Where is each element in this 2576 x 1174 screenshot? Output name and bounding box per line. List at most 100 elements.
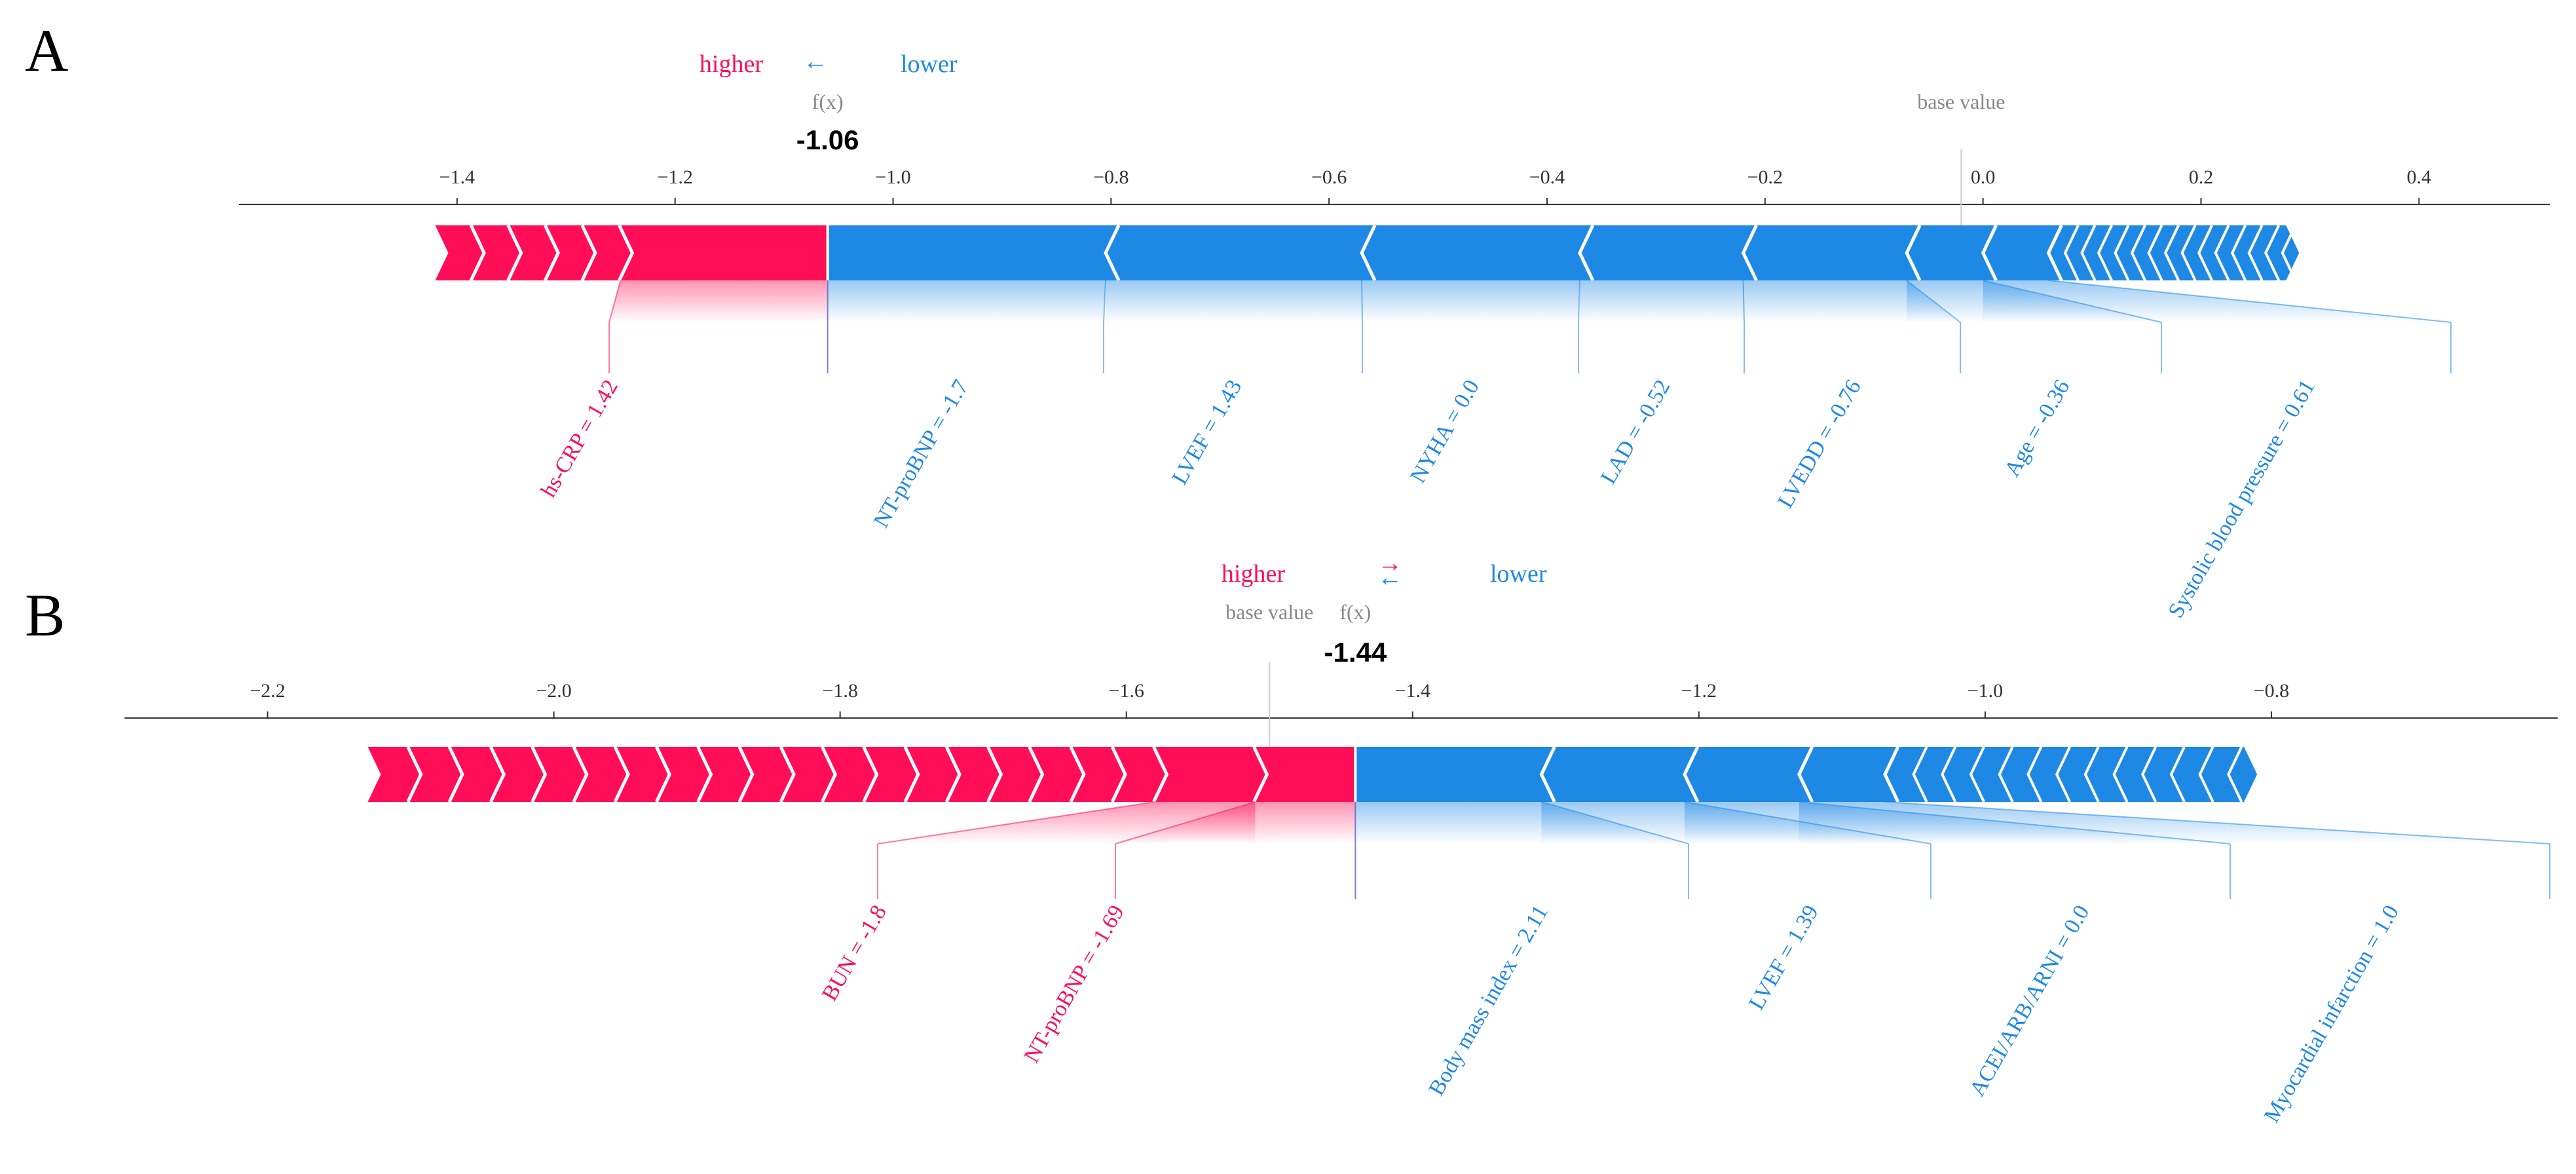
x-tick-label: −0.8 [1093, 166, 1129, 188]
negative-chevron [1998, 746, 2014, 803]
positive-chevron [696, 746, 713, 803]
negative-chevron [2214, 225, 2230, 281]
x-tick-label: −1.4 [1395, 680, 1430, 702]
positive-chevron [655, 746, 672, 803]
fx-value: -1.44 [1324, 637, 1387, 668]
negative-chevron [2169, 746, 2186, 803]
positive-chevron [821, 746, 838, 803]
positive-chevron [779, 746, 796, 803]
negative-chevron [2046, 224, 2063, 282]
negative-chevron [2147, 225, 2163, 281]
positive-feature-fan [609, 280, 828, 322]
negative-chevron [2247, 225, 2264, 281]
negative-chevron [2197, 225, 2213, 281]
force-plot-panel-a: A −1.4 −1.2 −1.0 −0.8 −0.6 −0.4 −0.2 0.0 0.2 0.4 hi… [25, 17, 2550, 622]
legend-arrow-left-icon: ← [803, 48, 828, 75]
x-tick-label: −1.4 [439, 166, 475, 188]
negative-chevron [2163, 225, 2180, 281]
negative-chevron [2141, 746, 2157, 803]
negative-leader [1578, 280, 1580, 323]
positive-bar [367, 747, 1356, 802]
base-value-label: base value [1225, 600, 1313, 624]
positive-chevron [944, 746, 961, 803]
negative-chevron [1578, 224, 1595, 282]
feature-label-systolic-blood-pressure-0-61: Systolic blood pressure = 0.61 [2163, 376, 2320, 622]
negative-chevron [2097, 225, 2113, 281]
legend-higher: higher [700, 50, 763, 78]
positive-chevron [469, 224, 486, 282]
positive-chevron [447, 746, 464, 803]
negative-chevron [2180, 225, 2197, 281]
feature-label-age-0-36: Age = -0.36 [2000, 376, 2075, 481]
negative-chevron [2114, 225, 2130, 281]
negative-chevron [1905, 224, 1922, 282]
negative-chevron [2281, 225, 2297, 281]
x-tick-label: 0.2 [2189, 166, 2214, 188]
negative-chevron [1104, 224, 1121, 282]
negative-chevron [1797, 746, 1814, 803]
positive-chevron [618, 224, 635, 282]
negative-chevron [2083, 746, 2100, 803]
feature-label-nt-probnp-1-7: NT-proBNP = -1.7 [869, 376, 973, 532]
x-tick-label: −1.0 [875, 166, 910, 188]
legend-arrow-right-icon: → [1377, 550, 1402, 577]
positive-feature-fan [878, 802, 1256, 844]
x-tick-label: −1.0 [1968, 680, 2003, 702]
feature-label-bun-1-8: BUN = -1.8 [817, 901, 891, 1006]
positive-chevron [613, 746, 630, 803]
feature-label-nt-probnp-1-69: NT-proBNP = -1.69 [1020, 901, 1129, 1067]
negative-chevron [2227, 746, 2243, 803]
x-tick-label: 0.0 [1971, 166, 1996, 188]
positive-chevron [903, 746, 920, 803]
positive-chevron [580, 224, 597, 282]
negative-feature-fan [1743, 280, 1960, 322]
x-tick-label: −0.2 [1747, 166, 1783, 188]
negative-chevron [1941, 746, 1957, 803]
positive-chevron [489, 746, 506, 803]
fx-value: -1.06 [796, 124, 859, 155]
feature-label-body-mass-index-2-11: Body mass index = 2.11 [1425, 901, 1553, 1100]
negative-chevron [1981, 224, 1998, 282]
positive-chevron [1069, 746, 1086, 803]
negative-chevron [1912, 746, 1928, 803]
positive-leader [877, 801, 1155, 844]
negative-bar [827, 225, 2300, 280]
base-value-label: base value [1917, 90, 2005, 113]
panel-letter: A [25, 17, 68, 84]
feature-label-acei-arb-arni-0-0: ACEI/ARB/ARNI = 0.0 [1965, 901, 2094, 1101]
x-tick-label: −1.8 [822, 680, 857, 702]
positive-chevron [531, 746, 548, 803]
positive-chevron [862, 746, 879, 803]
positive-leader [608, 280, 622, 323]
negative-chevron [1360, 224, 1377, 282]
negative-leader [1884, 801, 2550, 844]
negative-chevron [2130, 225, 2146, 281]
negative-feature-fan [1579, 280, 1744, 322]
negative-leader [2048, 280, 2452, 323]
positive-chevron [737, 746, 755, 803]
fx-label: f(x) [812, 90, 844, 113]
fx-label: f(x) [1339, 600, 1371, 624]
positive-chevron [544, 224, 561, 282]
x-tick-label: −0.6 [1311, 166, 1347, 188]
negative-feature-fan [1799, 802, 2550, 844]
x-tick-label: −1.6 [1108, 680, 1144, 702]
feature-label-lvedd-0-76: LVEDD = -0.76 [1773, 376, 1866, 512]
positive-chevron [1152, 746, 1169, 803]
negative-chevron [2264, 225, 2281, 281]
x-tick-label: 0.4 [2407, 166, 2432, 188]
negative-bar [1355, 747, 2258, 802]
force-plot-panel-b: B −2.2 −2.0 −1.8 −1.6 −1.4 −1.2 −1.0 −0.8 higher l… [25, 550, 2558, 1127]
positive-chevron [406, 746, 423, 803]
negative-chevron [1883, 746, 1900, 803]
negative-chevron [2026, 746, 2043, 803]
feature-label-lvef-1-43: LVEF = 1.43 [1168, 376, 1247, 489]
legend-lower: lower [901, 50, 958, 78]
negative-chevron [2198, 746, 2214, 803]
negative-chevron [1539, 746, 1556, 803]
positive-chevron [1252, 746, 1269, 803]
feature-label-lad-0-52: LAD = -0.52 [1596, 376, 1675, 489]
negative-chevron [2080, 225, 2097, 281]
negative-feature-fan [827, 280, 1106, 322]
negative-chevron [2055, 746, 2071, 803]
